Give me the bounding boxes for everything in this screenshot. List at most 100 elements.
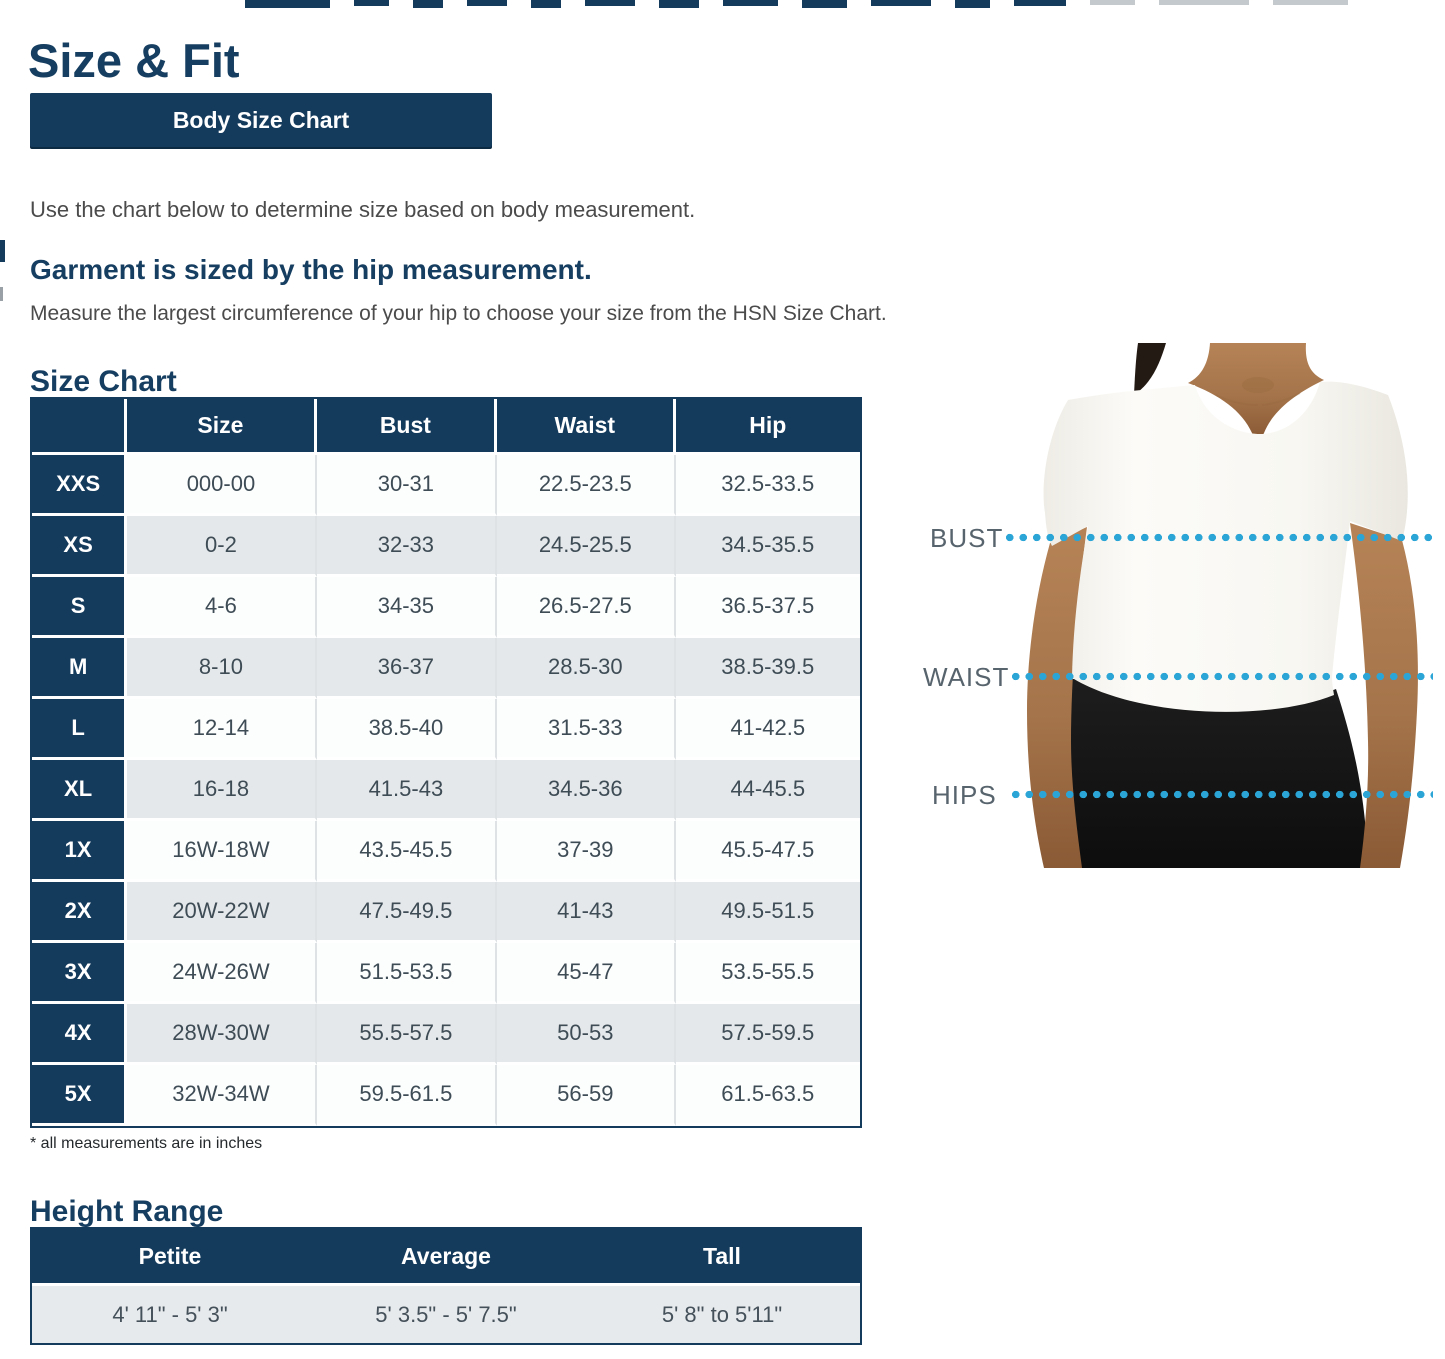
size-chart-row: 1X 16W-18W 43.5-45.5 37-39 45.5-47.5 xyxy=(32,821,860,882)
throat-shadow xyxy=(1242,377,1274,393)
size-cell: 53.5-55.5 xyxy=(675,943,860,1004)
size-chart-row: 3X 24W-26W 51.5-53.5 45-47 53.5-55.5 xyxy=(32,943,860,1004)
size-cell: 34.5-35.5 xyxy=(675,516,860,577)
height-range-header-row: Petite Average Tall xyxy=(32,1229,860,1286)
size-cell: 38.5-40 xyxy=(316,699,498,760)
left-arm-skin xyxy=(1027,527,1087,868)
pants-shape xyxy=(1058,673,1368,868)
size-row-label: XS xyxy=(32,516,128,577)
size-chart-row: 4X 28W-30W 55.5-57.5 50-53 57.5-59.5 xyxy=(32,1004,860,1065)
size-row-label: 2X xyxy=(32,882,128,943)
size-cell: 41-42.5 xyxy=(675,699,860,760)
column-header-waist: Waist xyxy=(497,399,676,455)
size-cell: 34.5-36 xyxy=(497,760,676,821)
garment-sizing-subtext: Measure the largest circumference of you… xyxy=(30,302,887,325)
size-cell: 49.5-51.5 xyxy=(675,882,860,943)
size-cell: 32W-34W xyxy=(127,1065,317,1126)
size-row-label: 4X xyxy=(32,1004,128,1065)
cropped-text-fragments xyxy=(245,0,1066,9)
body-size-chart-button[interactable]: Body Size Chart xyxy=(30,93,492,147)
size-cell: 30-31 xyxy=(316,455,498,516)
garment-sizing-heading: Garment is sized by the hip measurement. xyxy=(30,254,592,286)
size-cell: 50-53 xyxy=(497,1004,676,1065)
right-arm-skin xyxy=(1350,523,1418,868)
hips-label: HIPS xyxy=(932,780,997,810)
woman-figure-image xyxy=(1027,343,1418,868)
size-cell: 59.5-61.5 xyxy=(316,1065,498,1126)
collarbone-shading xyxy=(1215,392,1301,406)
waist-label: WAIST xyxy=(923,662,1010,692)
size-cell: 37-39 xyxy=(497,821,676,882)
page-title: Size & Fit xyxy=(28,34,240,88)
corner-header-cell xyxy=(32,399,128,455)
intro-text: Use the chart below to determine size ba… xyxy=(30,197,696,222)
size-chart-header-row: Size Bust Waist Hip xyxy=(32,399,860,455)
size-chart-row: XL 16-18 41.5-43 34.5-36 44-45.5 xyxy=(32,760,860,821)
height-range-title: Height Range xyxy=(30,1194,224,1228)
size-cell: 16-18 xyxy=(127,760,317,821)
size-row-label: S xyxy=(32,577,128,638)
size-cell: 31.5-33 xyxy=(497,699,676,760)
cropped-text-fragments-light xyxy=(1090,0,1348,9)
size-row-label: XL xyxy=(32,760,128,821)
size-cell: 51.5-53.5 xyxy=(316,943,498,1004)
size-cell: 41-43 xyxy=(497,882,676,943)
size-chart-body: XXS 000-00 30-31 22.5-23.5 32.5-33.5 XS 0-2 32-… xyxy=(32,455,860,1126)
size-cell: 0-2 xyxy=(127,516,317,577)
size-row-label: M xyxy=(32,638,128,699)
petite-range-value: 4' 11" - 5' 3" xyxy=(32,1286,308,1343)
size-row-label: XXS xyxy=(32,455,128,516)
measurements-footnote: * all measurements are in inches xyxy=(30,1135,263,1152)
column-header-bust: Bust xyxy=(316,399,498,455)
size-chart-row: XXS 000-00 30-31 22.5-23.5 32.5-33.5 xyxy=(32,455,860,516)
waist-dotted-line xyxy=(1009,672,1433,681)
size-cell: 28W-30W xyxy=(127,1004,317,1065)
size-cell: 36.5-37.5 xyxy=(675,577,860,638)
size-chart-table: Size Bust Waist Hip XXS 000-00 30-31 22.5-2… xyxy=(30,397,862,1128)
size-cell: 43.5-45.5 xyxy=(316,821,498,882)
size-cell: 56-59 xyxy=(497,1065,676,1126)
size-chart-row: L 12-14 38.5-40 31.5-33 41-42.5 xyxy=(32,699,860,760)
column-header-tall: Tall xyxy=(584,1229,860,1286)
height-range-table: Petite Average Tall 4' 11" - 5' 3" 5' 3.… xyxy=(30,1227,862,1345)
size-row-label: 5X xyxy=(32,1065,128,1126)
hips-dotted-line xyxy=(1009,790,1433,799)
size-cell: 45.5-47.5 xyxy=(675,821,860,882)
size-cell: 24.5-25.5 xyxy=(497,516,676,577)
average-range-value: 5' 3.5" - 5' 7.5" xyxy=(308,1286,584,1343)
size-cell: 45-47 xyxy=(497,943,676,1004)
size-cell: 000-00 xyxy=(127,455,317,516)
size-cell: 61.5-63.5 xyxy=(675,1065,860,1126)
size-cell: 12-14 xyxy=(127,699,317,760)
size-chart-row: M 8-10 36-37 28.5-30 38.5-39.5 xyxy=(32,638,860,699)
size-cell: 41.5-43 xyxy=(316,760,498,821)
cropped-edge-fragment xyxy=(0,240,5,262)
height-range-value-row: 4' 11" - 5' 3" 5' 3.5" - 5' 7.5" 5' 8" t… xyxy=(32,1286,860,1343)
size-row-label: 1X xyxy=(32,821,128,882)
size-chart-row: S 4-6 34-35 26.5-27.5 36.5-37.5 xyxy=(32,577,860,638)
column-header-average: Average xyxy=(308,1229,584,1286)
bust-dotted-line xyxy=(1003,533,1433,542)
size-cell: 26.5-27.5 xyxy=(497,577,676,638)
column-header-hip: Hip xyxy=(675,399,860,455)
column-header-size: Size xyxy=(127,399,317,455)
size-cell: 32.5-33.5 xyxy=(675,455,860,516)
size-chart-row: 5X 32W-34W 59.5-61.5 56-59 61.5-63.5 xyxy=(32,1065,860,1126)
size-cell: 32-33 xyxy=(316,516,498,577)
tshirt-shape xyxy=(1043,381,1408,712)
tall-range-value: 5' 8" to 5'11" xyxy=(584,1286,860,1343)
size-cell: 44-45.5 xyxy=(675,760,860,821)
size-cell: 8-10 xyxy=(127,638,317,699)
size-cell: 20W-22W xyxy=(127,882,317,943)
size-cell: 55.5-57.5 xyxy=(316,1004,498,1065)
size-cell: 4-6 xyxy=(127,577,317,638)
size-row-label: L xyxy=(32,699,128,760)
size-cell: 28.5-30 xyxy=(497,638,676,699)
size-cell: 22.5-23.5 xyxy=(497,455,676,516)
size-cell: 57.5-59.5 xyxy=(675,1004,860,1065)
size-cell: 47.5-49.5 xyxy=(316,882,498,943)
size-cell: 38.5-39.5 xyxy=(675,638,860,699)
size-cell: 34-35 xyxy=(316,577,498,638)
size-cell: 36-37 xyxy=(316,638,498,699)
